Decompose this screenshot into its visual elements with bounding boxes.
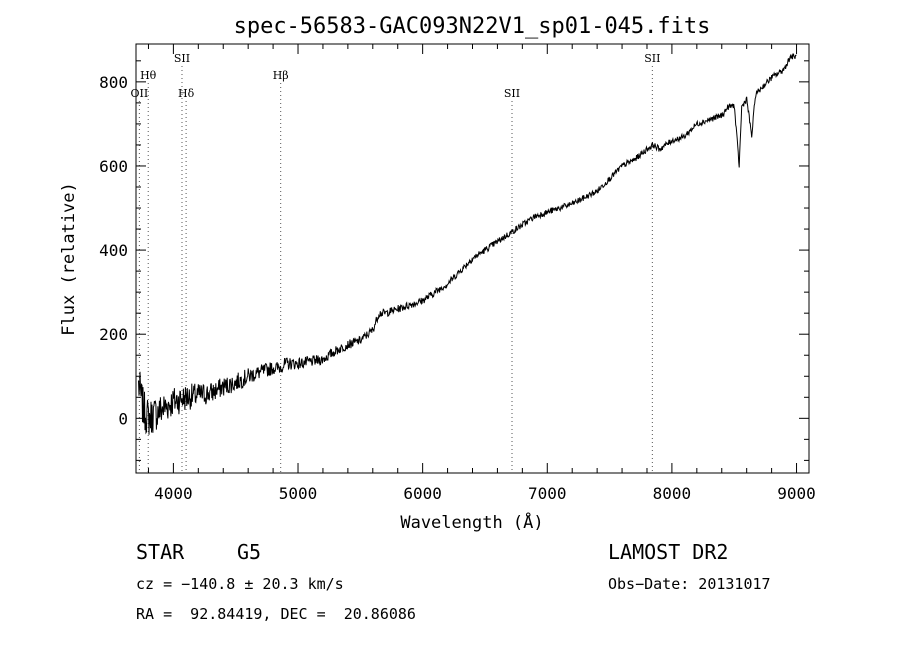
spectral-line-guides: OII Hθ SII Hδ Hβ SII SII — [131, 52, 660, 473]
spectral-line-label: Hδ — [178, 87, 195, 100]
y-tick-label: 400 — [99, 241, 128, 260]
redshift-velocity: cz = −140.8 ± 20.3 km/s — [136, 575, 344, 593]
spectral-line-label: Hβ — [273, 69, 289, 82]
x-tick-label: 9000 — [777, 484, 816, 503]
spectral-line-label: SII — [644, 52, 660, 65]
chart-title: spec-56583-GAC093N22V1_sp01-045.fits — [234, 14, 711, 39]
x-tick-label: 6000 — [403, 484, 442, 503]
object-type: STAR — [136, 540, 185, 564]
observation-date: Obs−Date: 20131017 — [608, 575, 771, 593]
spectral-line-label: SII — [174, 52, 190, 65]
x-tick-label: 7000 — [528, 484, 567, 503]
object-subclass: G5 — [237, 540, 262, 564]
x-tick-label: 4000 — [154, 484, 193, 503]
y-tick-label: 0 — [118, 409, 128, 428]
spectral-line-label: Hθ — [140, 69, 157, 82]
y-tick-label: 200 — [99, 325, 128, 344]
y-axis-title: Flux (relative) — [59, 182, 79, 336]
axis-ticks: 4000 5000 6000 7000 8000 9000 0 200 400 600 800 — [99, 44, 816, 503]
spectral-line-label: SII — [504, 87, 520, 100]
survey-name: LAMOST DR2 — [608, 540, 729, 564]
x-tick-label: 5000 — [279, 484, 318, 503]
spectral-line-label: OII — [131, 87, 149, 100]
y-tick-label: 800 — [99, 73, 128, 92]
spectrum-line — [138, 53, 797, 435]
x-axis-title: Wavelength (Å) — [400, 511, 543, 533]
y-tick-label: 600 — [99, 157, 128, 176]
x-tick-label: 8000 — [653, 484, 692, 503]
sky-coordinates: RA = 92.84419, DEC = 20.86086 — [136, 605, 416, 623]
